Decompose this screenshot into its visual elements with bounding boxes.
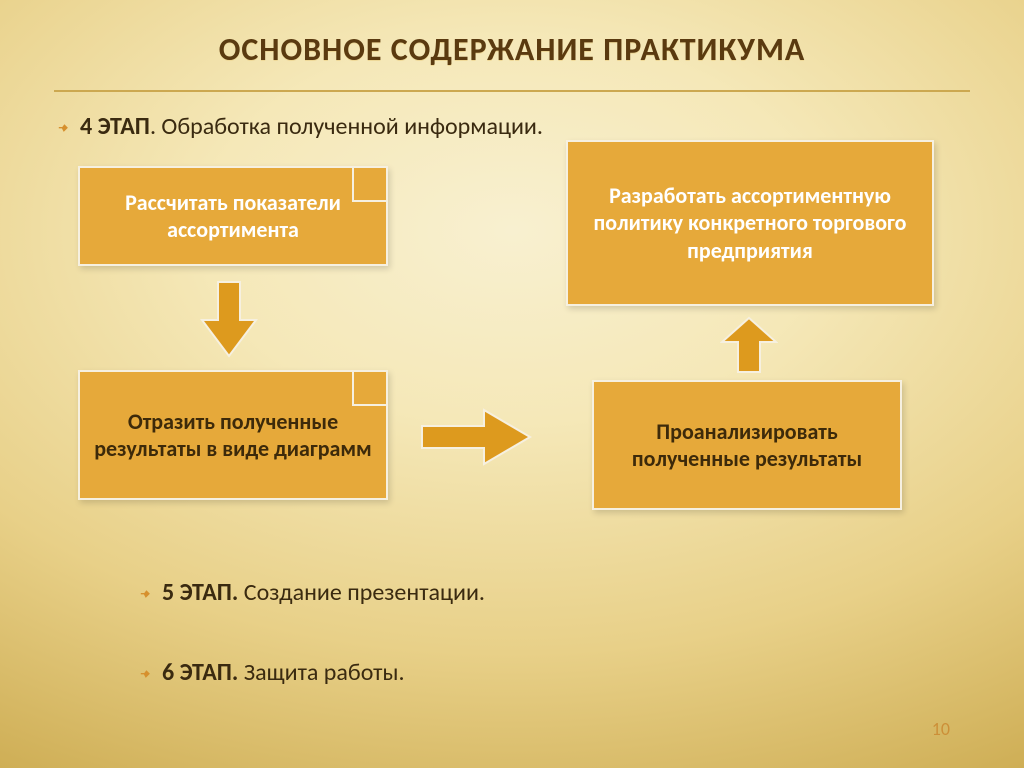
arrow-up-icon xyxy=(720,316,778,374)
box-text: Проанализировать полученные результаты xyxy=(606,418,888,473)
box-text: Разработать ассортиментную политику конк… xyxy=(580,182,920,265)
bullet-rest: Создание презентации. xyxy=(238,578,485,607)
bullet-rest: Защита работы. xyxy=(238,658,404,687)
bullet-bold: 4 ЭТАП xyxy=(80,112,150,141)
arrow-right-icon xyxy=(420,408,532,466)
bullet-marker-icon xyxy=(138,666,152,680)
arrow-down-icon xyxy=(200,280,258,358)
flow-box-analyze: Проанализировать полученные результаты xyxy=(592,380,902,510)
bullet-stage-6: 6 ЭТАП. Защита работы. xyxy=(138,658,968,687)
bullet-marker-icon xyxy=(138,586,152,600)
bullet-marker-icon xyxy=(56,120,70,134)
page-title: ОСНОВНОЕ СОДЕРЖАНИЕ ПРАКТИКУМА xyxy=(0,30,1024,69)
bullet-bold: 5 ЭТАП. xyxy=(162,578,238,607)
box-notch-icon xyxy=(352,370,388,406)
flow-box-calc: Рассчитать показатели ассортимента xyxy=(78,166,388,266)
box-notch-icon xyxy=(352,166,388,202)
box-text: Отразить полученные результаты в виде ди… xyxy=(92,408,374,463)
bullet-rest: . Обработка полученной информации. xyxy=(150,112,543,141)
page-number: 10 xyxy=(932,718,950,740)
bullet-stage-5: 5 ЭТАП. Создание презентации. xyxy=(138,578,968,607)
flow-box-develop: Разработать ассортиментную политику конк… xyxy=(566,140,934,306)
horizontal-rule xyxy=(54,90,970,92)
bullet-stage-4: 4 ЭТАП. Обработка полученной информации. xyxy=(56,112,968,141)
bullet-bold: 6 ЭТАП. xyxy=(162,658,238,687)
flow-box-reflect: Отразить полученные результаты в виде ди… xyxy=(78,370,388,500)
box-text: Рассчитать показатели ассортимента xyxy=(92,189,374,244)
